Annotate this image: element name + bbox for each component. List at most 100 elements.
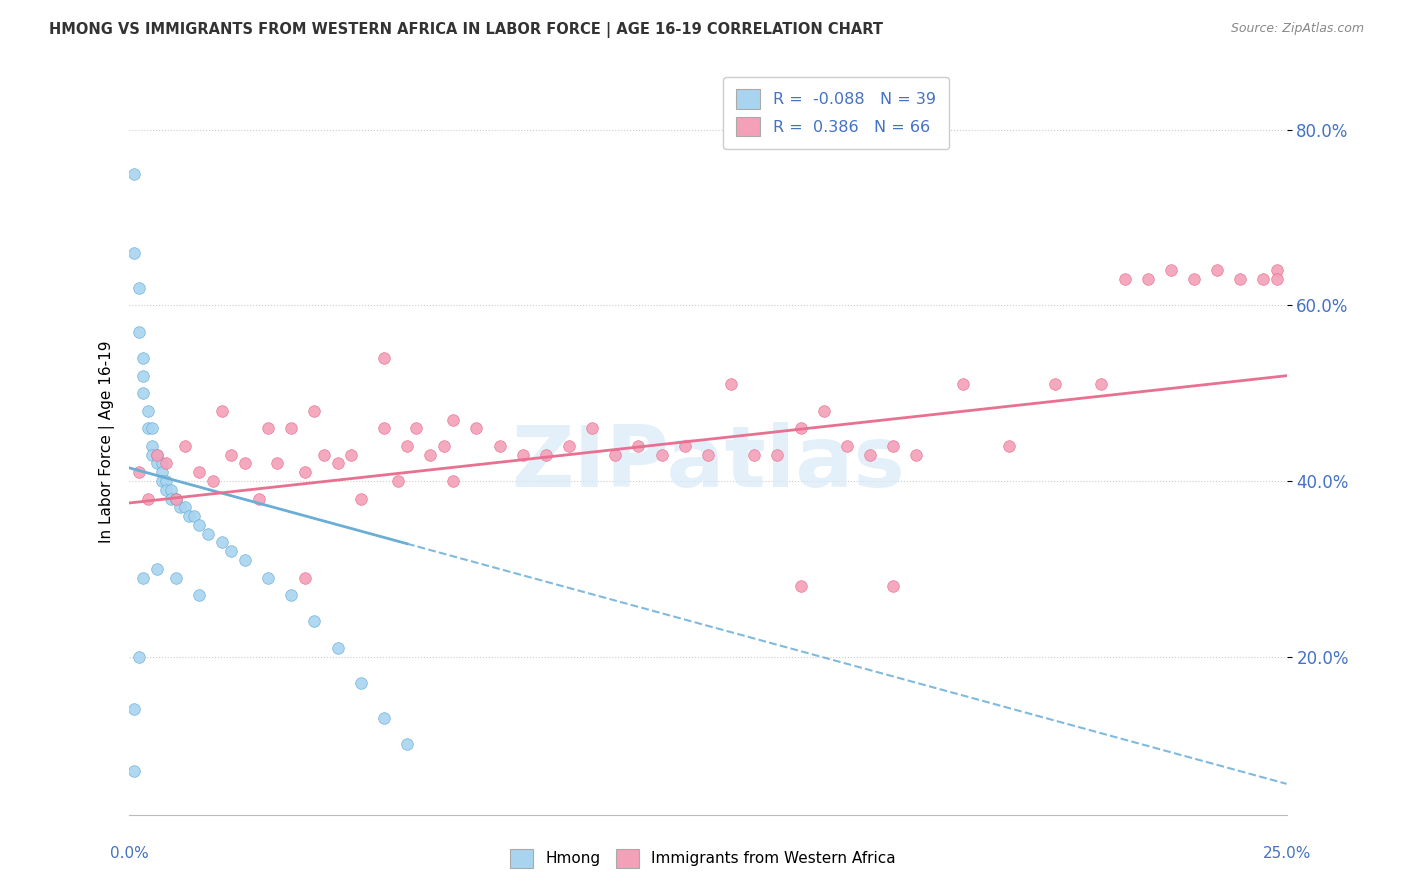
Point <box>155 474 177 488</box>
Point <box>141 421 163 435</box>
Point <box>697 448 720 462</box>
Point <box>146 448 169 462</box>
Point <box>387 474 409 488</box>
Point <box>233 457 256 471</box>
Legend: R =  -0.088   N = 39, R =  0.386   N = 66: R = -0.088 N = 39, R = 0.386 N = 66 <box>724 77 949 149</box>
Text: 25.0%: 25.0% <box>1263 846 1310 861</box>
Point <box>1114 272 1136 286</box>
Point <box>266 457 288 471</box>
Point <box>257 571 280 585</box>
Point <box>146 562 169 576</box>
Point <box>165 571 187 585</box>
Point <box>350 676 373 690</box>
Point <box>146 457 169 471</box>
Point <box>998 439 1021 453</box>
Point <box>150 457 173 471</box>
Point <box>160 483 183 497</box>
Point <box>789 421 811 435</box>
Point <box>165 491 187 506</box>
Point <box>465 421 488 435</box>
Point <box>136 421 159 435</box>
Point <box>304 404 326 418</box>
Point <box>905 448 928 462</box>
Point <box>294 465 316 479</box>
Point <box>1265 272 1288 286</box>
Point <box>1090 377 1112 392</box>
Point <box>1043 377 1066 392</box>
Point <box>312 448 335 462</box>
Point <box>433 439 456 453</box>
Point <box>197 526 219 541</box>
Point <box>187 465 209 479</box>
Point <box>201 474 224 488</box>
Point <box>146 448 169 462</box>
Point <box>1160 263 1182 277</box>
Point <box>169 500 191 515</box>
Legend: Hmong, Immigrants from Western Africa: Hmong, Immigrants from Western Africa <box>505 843 901 873</box>
Point <box>673 439 696 453</box>
Point <box>512 448 534 462</box>
Point <box>395 439 418 453</box>
Point <box>150 474 173 488</box>
Point <box>165 491 187 506</box>
Point <box>952 377 974 392</box>
Point <box>789 579 811 593</box>
Point <box>122 764 145 778</box>
Point <box>155 483 177 497</box>
Point <box>766 448 789 462</box>
Point <box>882 579 904 593</box>
Point <box>813 404 835 418</box>
Point <box>742 448 765 462</box>
Point <box>419 448 441 462</box>
Point <box>187 517 209 532</box>
Point <box>395 737 418 751</box>
Point <box>1229 272 1251 286</box>
Point <box>373 351 395 366</box>
Point <box>835 439 858 453</box>
Point <box>219 448 242 462</box>
Point <box>280 588 302 602</box>
Point <box>882 439 904 453</box>
Point <box>132 351 155 366</box>
Point <box>340 448 363 462</box>
Text: 0.0%: 0.0% <box>110 846 149 861</box>
Point <box>187 588 209 602</box>
Point <box>233 553 256 567</box>
Point <box>132 386 155 401</box>
Point <box>122 702 145 716</box>
Point <box>488 439 510 453</box>
Point <box>122 245 145 260</box>
Point <box>280 421 302 435</box>
Point <box>350 491 373 506</box>
Y-axis label: In Labor Force | Age 16-19: In Labor Force | Age 16-19 <box>100 340 115 543</box>
Point <box>128 465 150 479</box>
Point <box>651 448 673 462</box>
Point <box>128 649 150 664</box>
Point <box>150 465 173 479</box>
Point <box>128 325 150 339</box>
Point <box>1265 263 1288 277</box>
Point <box>720 377 742 392</box>
Point <box>141 439 163 453</box>
Point <box>405 421 427 435</box>
Point <box>373 421 395 435</box>
Point <box>294 571 316 585</box>
Point <box>326 640 349 655</box>
Point <box>165 491 187 506</box>
Point <box>441 474 464 488</box>
Point <box>211 404 233 418</box>
Point <box>1253 272 1275 286</box>
Point <box>257 421 280 435</box>
Point <box>132 368 155 383</box>
Point <box>136 491 159 506</box>
Point <box>141 448 163 462</box>
Point <box>155 457 177 471</box>
Point <box>179 509 201 524</box>
Point <box>128 281 150 295</box>
Point <box>211 535 233 549</box>
Point <box>247 491 270 506</box>
Text: HMONG VS IMMIGRANTS FROM WESTERN AFRICA IN LABOR FORCE | AGE 16-19 CORRELATION C: HMONG VS IMMIGRANTS FROM WESTERN AFRICA … <box>49 22 883 38</box>
Point <box>173 500 195 515</box>
Point <box>441 412 464 426</box>
Point <box>136 404 159 418</box>
